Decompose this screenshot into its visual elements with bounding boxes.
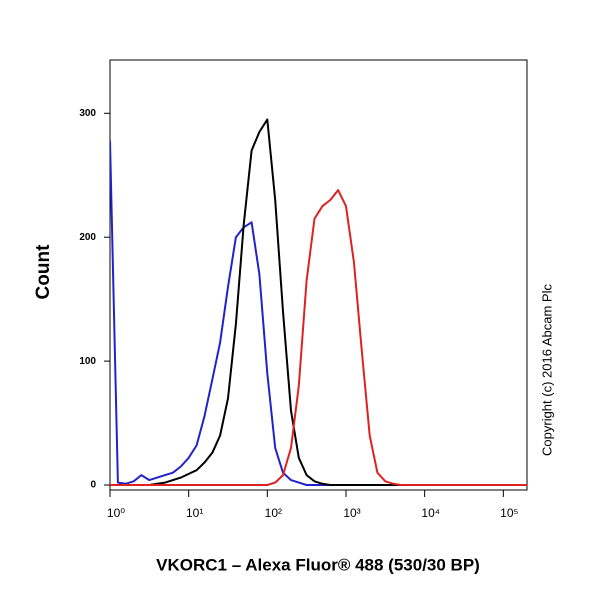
- x-axis-label: VKORC1 – Alexa Fluor® 488 (530/30 BP): [156, 555, 480, 574]
- plot-lines: [110, 118, 527, 486]
- y-tick-label: 200: [79, 232, 96, 243]
- histogram-line: [110, 118, 527, 486]
- x-tick-label: 10²: [265, 506, 282, 520]
- x-tick-label: 10¹: [186, 506, 203, 520]
- histogram-line: [110, 140, 527, 486]
- x-tick-label: 10³: [343, 506, 360, 520]
- x-tick-label: 10⁵: [500, 506, 518, 520]
- y-tick-label: 100: [79, 356, 96, 367]
- copyright: Copyright (c) 2016 Abcam Plc: [539, 284, 554, 456]
- y-tick-label: 0: [90, 480, 96, 491]
- y-axis-label: Count: [33, 244, 54, 300]
- histogram-line: [110, 189, 527, 486]
- plot-frame: [109, 59, 528, 491]
- x-tick-label: 10⁰: [107, 506, 125, 520]
- x-tick-label: 10⁴: [421, 506, 440, 520]
- y-tick-label: 300: [79, 108, 96, 119]
